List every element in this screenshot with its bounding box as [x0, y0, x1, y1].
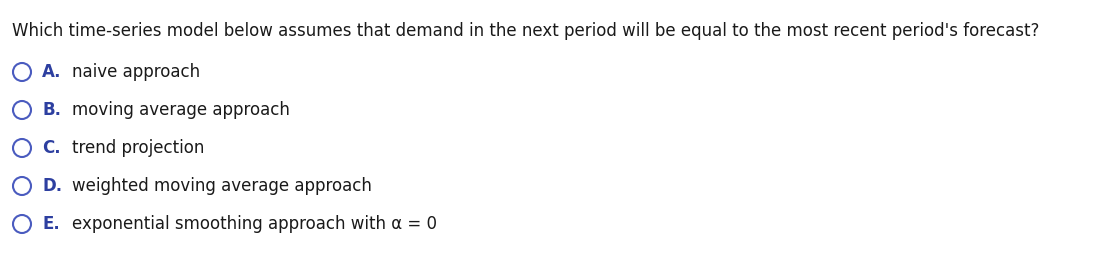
Text: A.: A.: [42, 63, 61, 81]
Text: moving average approach: moving average approach: [72, 101, 290, 119]
Text: weighted moving average approach: weighted moving average approach: [72, 177, 372, 195]
Text: trend projection: trend projection: [72, 139, 204, 157]
Text: naive approach: naive approach: [72, 63, 200, 81]
Text: exponential smoothing approach with α = 0: exponential smoothing approach with α = …: [72, 215, 437, 233]
Text: D.: D.: [42, 177, 62, 195]
Text: Which time-series model below assumes that demand in the next period will be equ: Which time-series model below assumes th…: [12, 22, 1039, 40]
Text: C.: C.: [42, 139, 60, 157]
Text: B.: B.: [42, 101, 61, 119]
Text: E.: E.: [42, 215, 60, 233]
